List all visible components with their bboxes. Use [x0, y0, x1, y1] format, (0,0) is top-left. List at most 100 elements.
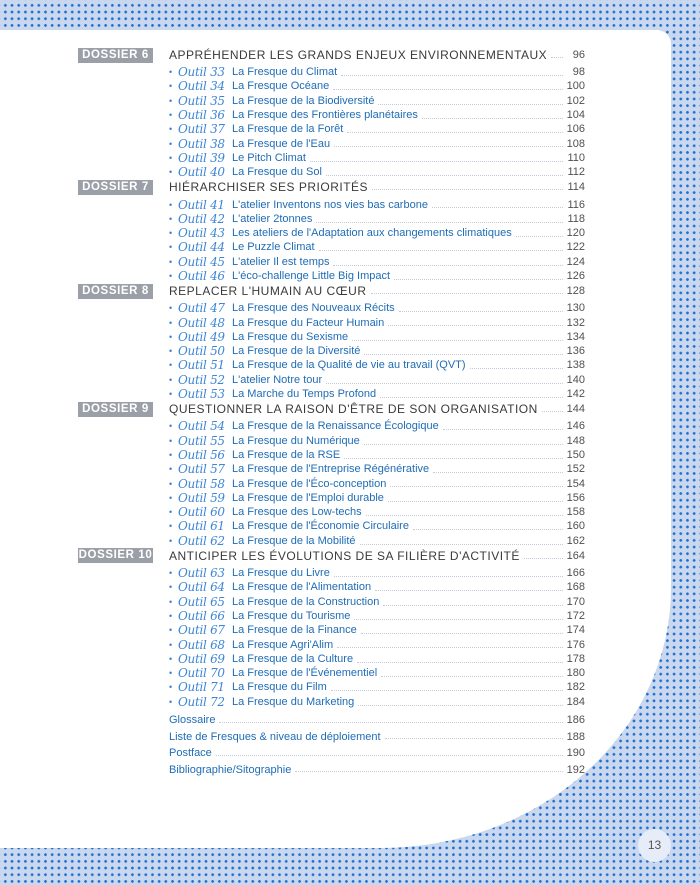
dot-leader [354, 609, 563, 620]
toc-entry[interactable]: • Outil 70 La Fresque de l'Événementiel 180 [78, 666, 585, 680]
entry-title: La Fresque de la Construction [232, 595, 380, 608]
page-ref: 162 [566, 534, 585, 547]
toc-entry[interactable]: • Outil 61 La Fresque de l'Économie Circul… [78, 519, 585, 533]
entry-title: Glossaire [169, 714, 216, 727]
dot-leader [352, 330, 563, 341]
tool-number: Outil 37 [178, 122, 225, 137]
page-ref: 144 [566, 403, 585, 416]
bullet-icon: • [169, 242, 173, 253]
bullet-icon: • [169, 668, 173, 679]
bullet-icon: • [169, 228, 173, 239]
toc-entry[interactable]: • Outil 48 La Fresque du Facteur Humain 132 [78, 315, 585, 330]
page-ref: 176 [566, 638, 585, 651]
page-ref: 182 [566, 681, 585, 694]
page-ref: 142 [566, 388, 585, 401]
toc-entry[interactable]: • Outil 49 La Fresque du Sexisme 134 [78, 330, 585, 344]
page-ref: 154 [566, 477, 585, 490]
page-ref: 124 [566, 255, 585, 268]
page-ref: 170 [566, 595, 585, 608]
tool-number: Outil 49 [178, 329, 225, 344]
toc-entry[interactable]: • Outil 33 La Fresque du Climat 98 [78, 65, 585, 79]
tool-number: Outil 50 [178, 344, 225, 359]
page-ref: 172 [566, 609, 585, 622]
toc-entry[interactable]: • Outil 39 Le Pitch Climat 110 [78, 151, 585, 165]
bullet-icon: • [169, 653, 173, 664]
entry-title: L'atelier 2tonnes [232, 212, 313, 225]
tool-number: Outil 36 [178, 108, 225, 123]
toc-entry[interactable]: Postface 190 [78, 745, 585, 762]
toc-entry[interactable]: • Outil 65 La Fresque de la Construction 17… [78, 595, 585, 609]
toc-entry[interactable]: • Outil 58 La Fresque de l'Éco-conception 1… [78, 476, 585, 491]
toc-entry[interactable]: • Outil 72 La Fresque du Marketing 184 [78, 695, 585, 709]
toc-entry[interactable]: • Outil 36 La Fresque des Frontières plané… [78, 108, 585, 122]
bullet-icon: • [169, 213, 173, 224]
toc-entry[interactable]: • Outil 34 La Fresque Océane 100 [78, 79, 585, 93]
page-ref: 168 [566, 581, 585, 594]
toc-entry[interactable]: • Outil 63 La Fresque du Livre 166 [78, 566, 585, 580]
toc-entry[interactable]: • Outil 43 Les ateliers de l'Adaptation au… [78, 226, 585, 240]
dot-leader [215, 745, 563, 756]
tool-number: Outil 48 [178, 315, 225, 330]
toc-entry[interactable]: • Outil 60 La Fresque des Low-techs 158 [78, 505, 585, 519]
bullet-icon: • [169, 199, 173, 210]
toc-entry[interactable]: • Outil 46 L'éco-challenge Little Big Impa… [78, 269, 585, 283]
entry-title: La Fresque du Climat [232, 66, 338, 79]
toc-entry[interactable]: • Outil 64 La Fresque de l'Alimentation 168 [78, 580, 585, 594]
toc-entry[interactable]: Liste de Fresques & niveau de déploiemen… [78, 728, 585, 745]
toc-entry[interactable]: • Outil 51 La Fresque de la Qualité de vie… [78, 358, 585, 372]
toc-entry[interactable]: • Outil 54 La Fresque de la Renaissance Éc… [78, 419, 585, 433]
toc-entry[interactable]: • Outil 62 La Fresque de la Mobilité 162 [78, 534, 585, 548]
toc-entry[interactable]: • Outil 68 La Fresque Agri'Alim 176 [78, 637, 585, 652]
toc-entry[interactable]: • Outil 56 La Fresque de la RSE 150 [78, 448, 585, 462]
dot-leader [358, 695, 563, 706]
toc-entry[interactable]: • Outil 37 La Fresque de la Forêt 106 [78, 122, 585, 136]
toc-entry[interactable]: • Outil 50 La Fresque de la Diversité 136 [78, 344, 585, 358]
toc-entry[interactable]: • Outil 41 L'atelier Inventons nos vies ba… [78, 197, 585, 212]
dossier-title: REPLACER L'HUMAIN AU CŒUR [169, 284, 367, 299]
toc-entry[interactable]: • Outil 35 La Fresque de la Biodiversité 10… [78, 94, 585, 108]
toc-entry[interactable]: Bibliographie/Sitographie 192 [78, 761, 585, 778]
page-ref: 138 [566, 359, 585, 372]
dossier-heading[interactable]: DOSSIER 8 REPLACER L'HUMAIN AU CŒUR 128 [78, 283, 585, 299]
page-ref: 180 [566, 667, 585, 680]
toc-entry[interactable]: • Outil 66 La Fresque du Tourisme 172 [78, 609, 585, 623]
toc-entry[interactable]: • Outil 42 L'atelier 2tonnes 118 [78, 212, 585, 226]
bullet-icon: • [169, 582, 173, 593]
entry-title: La Fresque de la Qualité de vie au trava… [232, 359, 466, 372]
toc-entry[interactable]: • Outil 44 Le Puzzle Climat 122 [78, 240, 585, 254]
dossier-heading[interactable]: DOSSIER 6 APPRÉHENDER LES GRANDS ENJEUX E… [78, 47, 585, 63]
toc-entry[interactable]: • Outil 38 La Fresque de l'Eau 108 [78, 136, 585, 151]
toc-entry[interactable]: • Outil 40 La Fresque du Sol 112 [78, 165, 585, 179]
dot-leader [523, 548, 563, 559]
toc-entry[interactable]: Glossaire 186 [78, 712, 585, 729]
dot-leader [398, 301, 563, 313]
dot-leader [341, 65, 563, 76]
toc-entry[interactable]: • Outil 57 La Fresque de l'Entreprise Régé… [78, 462, 585, 476]
toc-entry[interactable]: • Outil 59 La Fresque de l'Emploi durable 1… [78, 491, 585, 505]
toc-entry[interactable]: • Outil 45 L'atelier Il est temps 124 [78, 255, 585, 269]
tool-number: Outil 40 [178, 165, 225, 180]
toc-entry[interactable]: • Outil 69 La Fresque de la Culture 178 [78, 652, 585, 666]
toc-entry[interactable]: • Outil 71 La Fresque du Film 182 [78, 680, 585, 694]
page-ref: 186 [566, 714, 585, 727]
dossier-heading[interactable]: DOSSIER 9 QUESTIONNER LA RAISON D'ÊTRE DE… [78, 401, 585, 417]
toc-entry[interactable]: • Outil 47 La Fresque des Nouveaux Récits 1… [78, 301, 585, 315]
entry-title: La Marche du Temps Profond [232, 388, 377, 401]
bullet-icon: • [169, 639, 173, 650]
bullet-icon: • [169, 449, 173, 460]
dossier-heading[interactable]: DOSSIER 7 HIÉRARCHISER SES PRIORITÉS 114 [78, 179, 585, 195]
dossier-heading[interactable]: DOSSIER 10 ANTICIPER LES ÉVOLUTIONS DE SA… [78, 548, 585, 564]
tool-number: Outil 52 [178, 372, 225, 387]
dot-leader [372, 179, 563, 191]
tool-number: Outil 39 [178, 150, 225, 165]
toc-entry[interactable]: • Outil 53 La Marche du Temps Profond 142 [78, 387, 585, 401]
toc-entry[interactable]: • Outil 52 L'atelier Notre tour 140 [78, 373, 585, 387]
toc-entry[interactable]: • Outil 55 La Fresque du Numérique 148 [78, 434, 585, 448]
dot-leader [333, 255, 563, 266]
dot-leader [364, 344, 563, 356]
page-ref: 104 [566, 109, 585, 122]
page-ref: 134 [566, 330, 585, 343]
toc-entry[interactable]: • Outil 67 La Fresque de la Finance 174 [78, 623, 585, 637]
dot-leader [541, 401, 563, 413]
dot-leader [326, 373, 563, 384]
